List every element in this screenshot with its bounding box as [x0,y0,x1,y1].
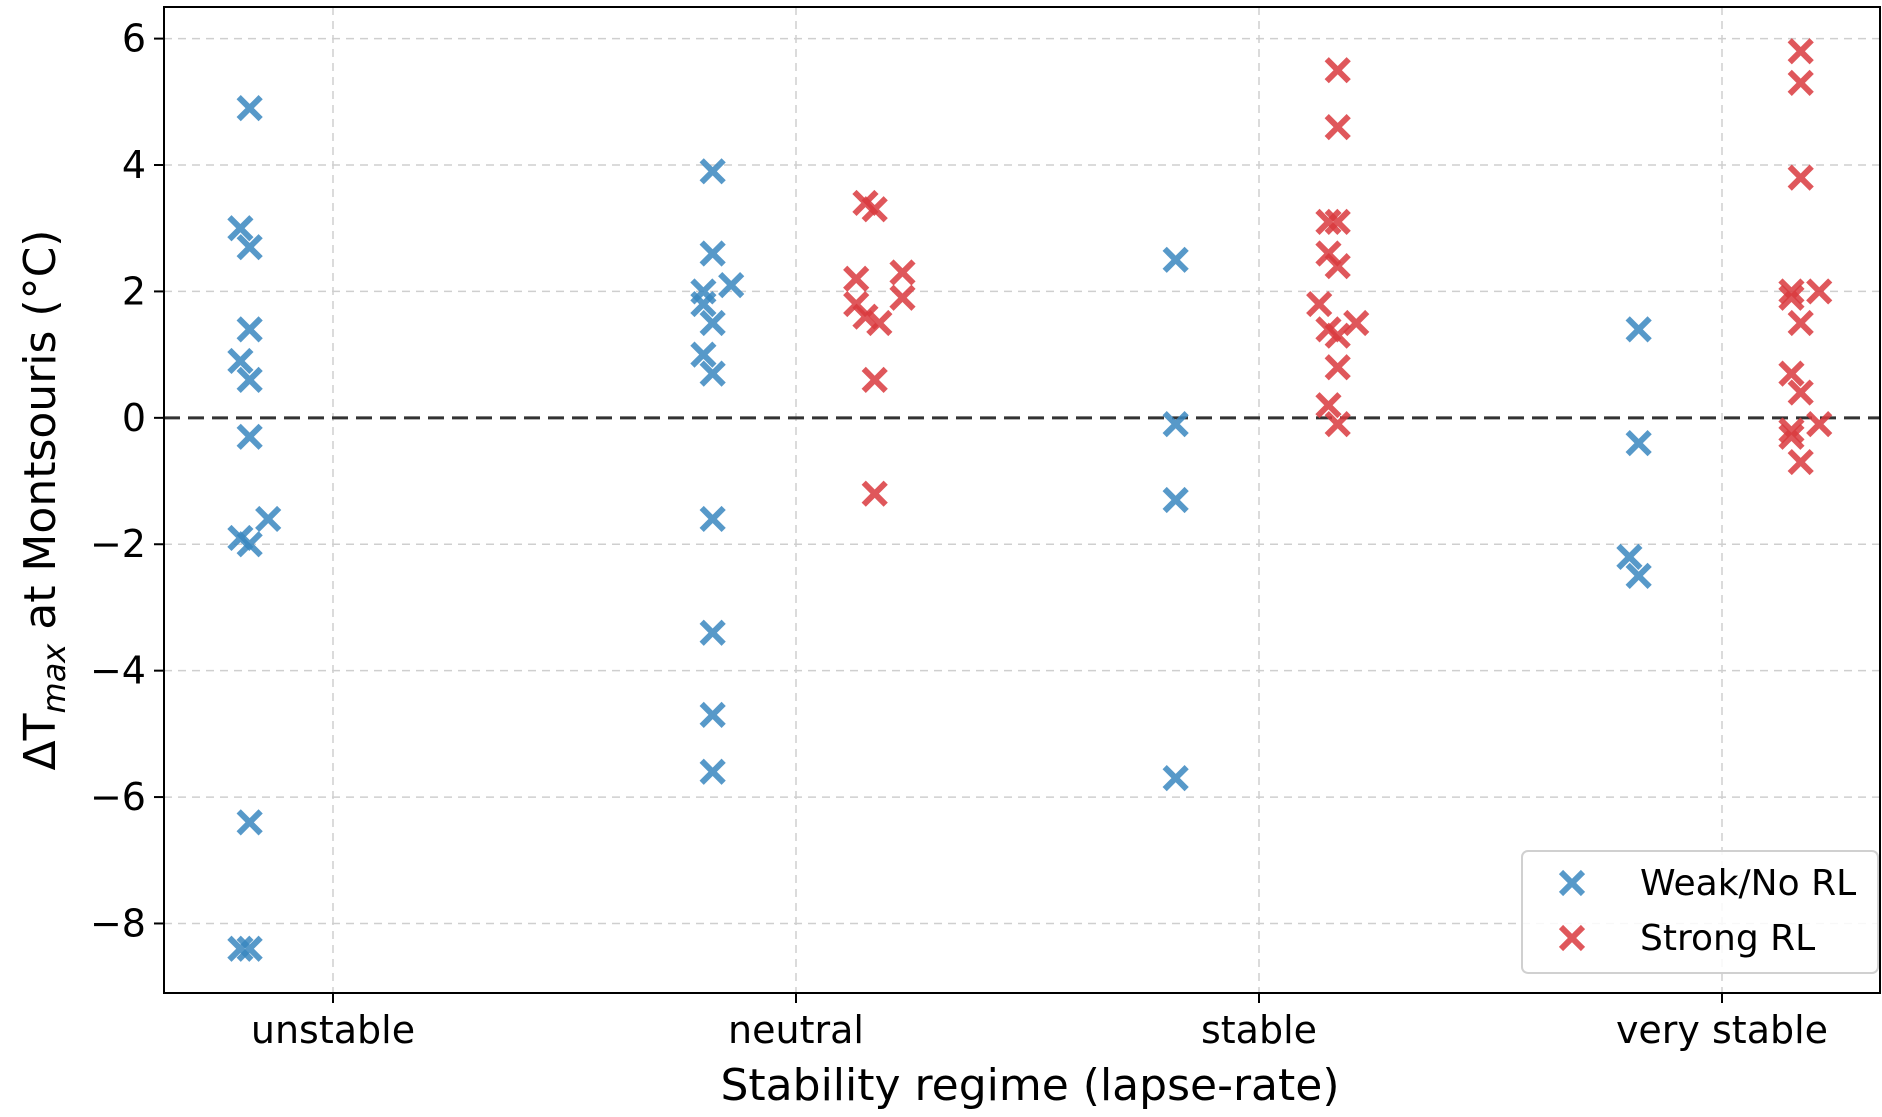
x-tick-label: stable [1201,1008,1317,1052]
data-point [1616,543,1643,570]
series-2-points [843,38,1833,507]
data-point [1787,448,1814,476]
data-point [236,316,263,343]
data-point [1324,354,1351,381]
y-tick-label: 4 [122,143,146,187]
data-point [889,284,916,311]
data-point [1806,411,1833,438]
data-point [1324,208,1351,235]
y-axis-label-subscript: max [35,643,73,714]
data-point [1778,417,1805,444]
data-point [1787,379,1814,406]
data-point [1324,322,1351,349]
y-tick-label: 6 [122,17,146,61]
data-point [1306,290,1333,318]
data-points [227,38,1833,962]
data-point [1162,765,1189,792]
legend-label: Weak/No RL [1640,863,1856,904]
legend-marker [1558,924,1586,952]
data-point [1806,278,1833,305]
data-point [699,158,726,185]
data-point [236,531,263,558]
data-point [1778,423,1805,450]
data-point [699,701,726,728]
x-tick-label: unstable [251,1008,415,1052]
y-axis-label-rest: at Montsouris (°C) [15,230,66,644]
x-tick-label: neutral [728,1008,864,1052]
plot-frame [163,6,1881,994]
y-tick-label: −2 [90,522,146,566]
data-point [1315,392,1342,419]
data-point [699,619,726,646]
data-point [1625,562,1652,589]
data-point [1625,430,1652,457]
legend-box [1521,850,1879,974]
data-point [699,309,726,337]
data-point [236,366,263,394]
data-point [861,480,888,507]
data-point [227,347,254,375]
y-tick-label: −6 [90,775,146,819]
data-point [236,95,263,122]
data-point [1787,69,1814,96]
data-point [1324,411,1351,438]
data-point [1787,164,1814,191]
x-axis-label: Stability regime (lapse-rate) [721,1060,1340,1111]
y-axis-ticks: 6 4 2 0 −2 −4 −6 −8 [90,17,164,945]
data-point [255,505,282,533]
data-point [861,366,888,394]
data-point [1162,246,1189,273]
data-point [718,272,745,299]
data-point [699,240,726,267]
legend: Weak/No RL Strong RL [1521,850,1879,974]
data-point [1778,284,1805,311]
data-point [699,505,726,533]
y-tick-label: 0 [122,396,146,440]
data-point [236,809,263,836]
legend-label: Strong RL [1640,918,1815,959]
data-point [690,290,717,318]
data-point [236,234,263,261]
legend-marker [1558,869,1586,897]
data-point [699,758,726,785]
y-axis-label: ΔTmax at Montsouris (°C) [15,230,73,771]
data-point [1787,309,1814,337]
data-point [1787,38,1814,65]
data-point [1162,411,1189,438]
data-point [861,196,888,223]
y-tick-label: −8 [90,901,146,945]
data-point [1343,309,1370,337]
x-tick-label: very stable [1616,1008,1828,1052]
data-point [1324,253,1351,280]
x-axis-ticks: unstable neutral stable very stable [251,993,1828,1052]
data-point [1324,113,1351,141]
data-point [1324,57,1351,84]
data-point [852,303,879,330]
data-point [1625,316,1652,343]
data-point [227,215,254,242]
series-1-points [227,95,1652,962]
data-point [1778,360,1805,387]
data-point [1778,278,1805,305]
data-point [1162,486,1189,514]
data-point [843,265,870,292]
data-point [236,935,263,962]
y-tick-label: 2 [122,269,146,313]
y-axis-label-main: ΔT [15,713,66,770]
data-point [866,309,893,337]
data-point [699,360,726,387]
data-point [690,341,717,368]
y-tick-label: −4 [90,649,146,693]
data-point [889,259,916,286]
data-point [236,423,263,450]
